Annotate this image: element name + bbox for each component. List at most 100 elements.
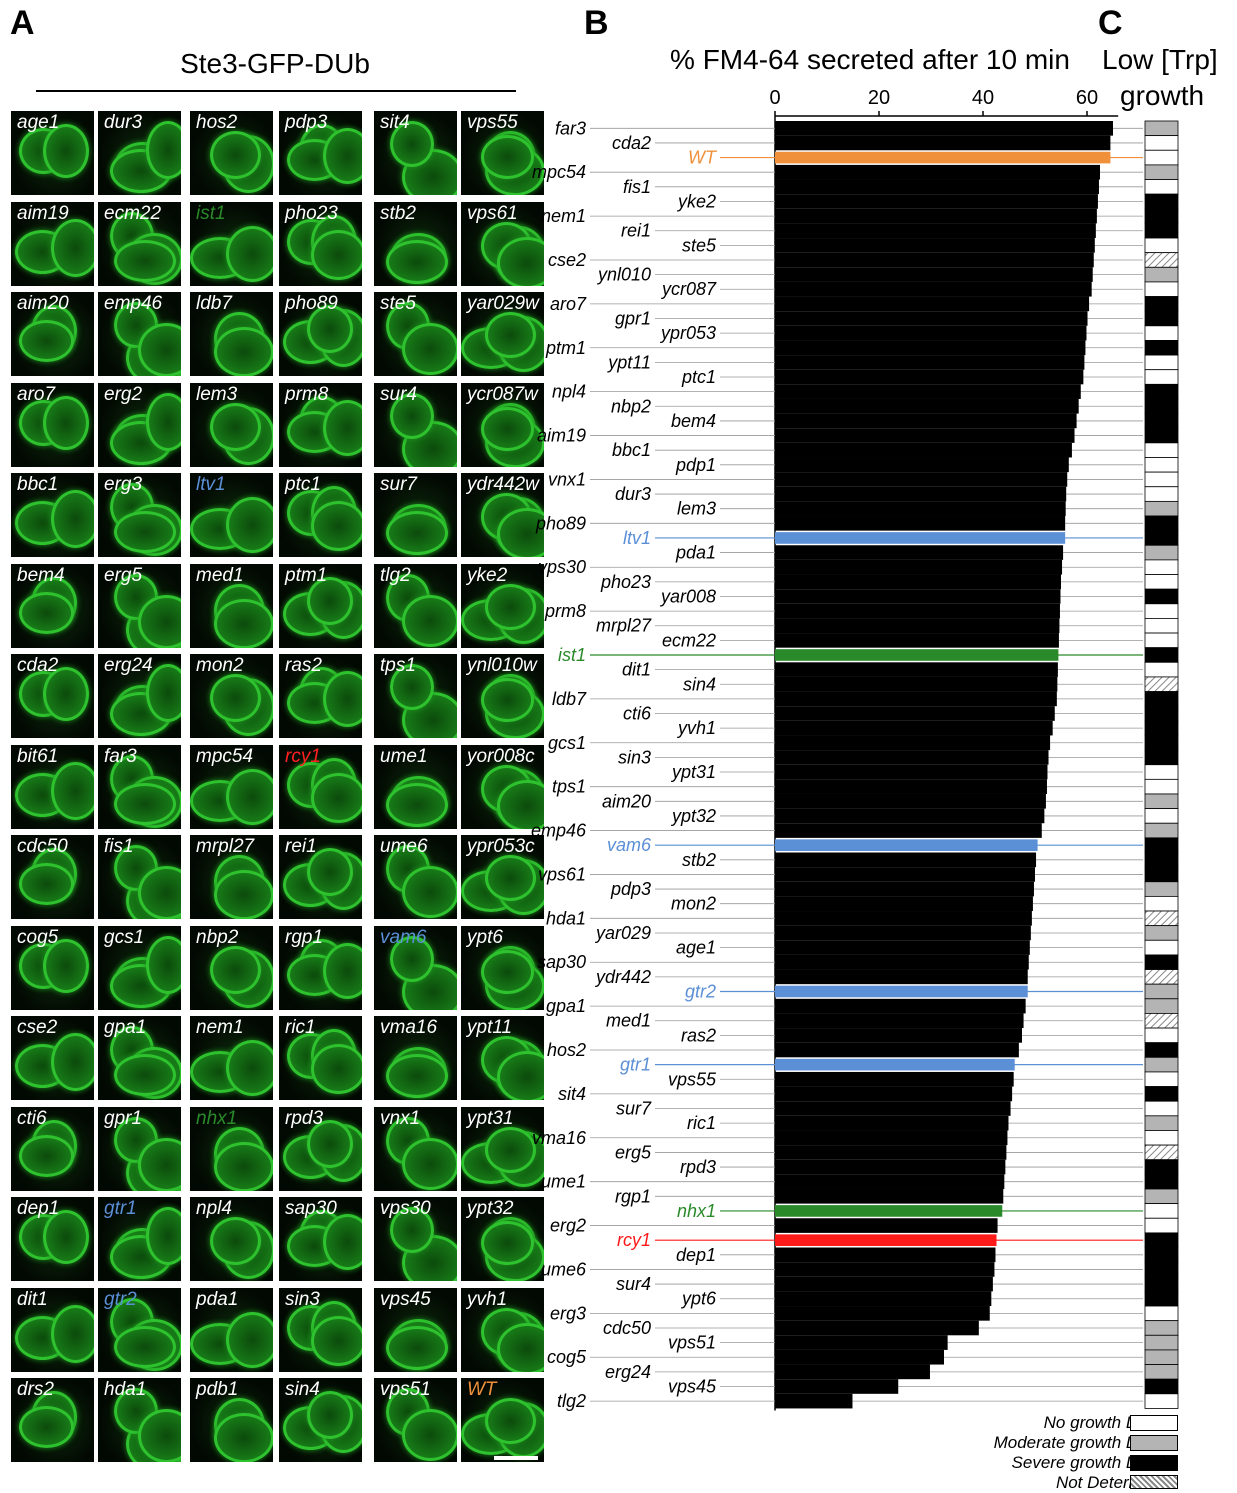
bar-gtr2: [775, 985, 1028, 998]
micrograph-tile: ric1: [279, 1016, 362, 1100]
bar-ras2: [775, 1028, 1022, 1043]
bar-label: sur4: [616, 1274, 651, 1294]
growth-cell-severe: [1144, 1247, 1179, 1263]
bar-label: bem4: [671, 411, 716, 431]
yeast-cell: [19, 320, 74, 362]
tile-label: ydr442w: [467, 474, 539, 495]
yeast-cell: [311, 1316, 362, 1366]
micrograph-tile: ptm1: [279, 564, 362, 648]
bar-label: aim19: [537, 426, 586, 446]
micrograph-tile: vma16: [374, 1016, 457, 1100]
tile-label: cog5: [17, 927, 59, 948]
growth-cell-none: [1144, 1393, 1179, 1409]
growth-cell-severe: [1144, 1276, 1179, 1292]
micrograph-tile: ecm22: [98, 202, 181, 286]
growth-cell-none: [1144, 442, 1179, 458]
yeast-cell: [210, 674, 261, 722]
yeast-cell: [307, 577, 353, 625]
tile-label: sin4: [285, 1379, 320, 1400]
tile-label: rpd3: [285, 1108, 324, 1129]
growth-cell-none: [1144, 1071, 1179, 1087]
yeast-cell: [390, 393, 434, 439]
micrograph-tile: pho89: [279, 292, 362, 376]
bar-erg2: [775, 1218, 998, 1233]
bar-ypr053: [775, 325, 1087, 341]
micrograph-tile: fis1: [98, 835, 181, 919]
tile-label: vps45: [380, 1289, 431, 1310]
micrograph-tile: ynl010w: [461, 654, 544, 738]
growth-cell-none: [1144, 1130, 1179, 1146]
micrograph-tile: tps1: [374, 654, 457, 738]
tile-label: aim19: [17, 203, 69, 224]
growth-cell-severe: [1144, 1378, 1179, 1395]
growth-cell-moderate: [1144, 925, 1179, 941]
yeast-cell: [43, 124, 89, 178]
bar-mpc54: [775, 164, 1100, 180]
tile-label: bem4: [17, 565, 65, 586]
micrograph-tile: dep1: [11, 1197, 94, 1281]
growth-cell-none: [1144, 325, 1179, 341]
micrograph-tile: WT: [461, 1378, 544, 1462]
growth-cell-none: [1144, 574, 1179, 590]
growth-cell-severe: [1144, 837, 1179, 853]
tile-label: yvh1: [467, 1289, 508, 1310]
growth-cell-none: [1144, 149, 1179, 166]
micrograph-tile: ume6: [374, 835, 457, 919]
bar-hos2: [775, 1042, 1019, 1058]
bar-vps55: [775, 1071, 1014, 1087]
yeast-cell: [485, 312, 536, 358]
bar-sin3: [775, 750, 1049, 765]
bar-label: gcs1: [548, 733, 586, 753]
growth-cell-moderate: [1144, 1349, 1179, 1365]
tile-label: ptc1: [285, 474, 321, 495]
micrograph-tile: vps55: [461, 111, 544, 195]
bar-hda1: [775, 911, 1032, 926]
tile-label: erg2: [104, 384, 143, 405]
growth-cell-severe: [1144, 1159, 1179, 1175]
x-tick-label: 40: [972, 87, 994, 109]
bar-wt: [775, 151, 1111, 164]
bar-ste5: [775, 238, 1095, 253]
bar-label: mpc54: [532, 162, 586, 182]
tile-label: yar029w: [467, 293, 539, 314]
tile-label: bbc1: [17, 474, 59, 495]
yeast-cell: [226, 1040, 273, 1096]
panel-label-b: B: [584, 4, 609, 42]
micrograph-tile: cda2: [11, 654, 94, 738]
growth-cell-severe: [1144, 749, 1179, 766]
bar-label: yar008: [659, 586, 716, 606]
micrograph-tile: ypr053c: [461, 835, 544, 919]
yeast-cell: [390, 1207, 434, 1253]
yeast-cell: [390, 664, 434, 710]
growth-cell-none: [1144, 486, 1179, 502]
micrograph-tile: mon2: [190, 654, 273, 738]
tile-label: rgp1: [285, 927, 324, 948]
yeast-cell: [402, 1409, 457, 1461]
bar-ltv1: [775, 532, 1066, 544]
tile-label: ist1: [196, 203, 226, 224]
tile-label: mrpl27: [196, 836, 255, 857]
growth-cell-severe: [1144, 208, 1179, 224]
tile-label: ypt31: [467, 1108, 514, 1129]
growth-cell-nd: [1144, 1144, 1179, 1161]
bar-ydr442: [775, 969, 1028, 985]
bar-label: prm8: [544, 601, 586, 621]
bar-label: ypt32: [670, 806, 716, 826]
growth-cell-severe: [1144, 427, 1179, 444]
bar-yar029: [775, 925, 1031, 941]
micrograph-tile: yar029w: [461, 292, 544, 376]
yeast-cell: [307, 848, 353, 896]
bar-label: sit4: [558, 1084, 586, 1104]
bar-label: sap30: [537, 952, 586, 972]
tile-label: ste5: [380, 293, 416, 314]
bar-vma16: [775, 1130, 1008, 1146]
yeast-cell: [226, 497, 273, 553]
micrograph-tile: far3: [98, 745, 181, 829]
micrograph-tile: ldb7: [190, 292, 273, 376]
growth-cell-severe: [1144, 296, 1179, 312]
micrograph-tile: ydr442w: [461, 473, 544, 557]
bar-pdp1: [775, 457, 1069, 473]
bar-label: erg2: [550, 1216, 586, 1236]
tile-label: vma16: [380, 1017, 438, 1038]
micrograph-tile: yke2: [461, 564, 544, 648]
